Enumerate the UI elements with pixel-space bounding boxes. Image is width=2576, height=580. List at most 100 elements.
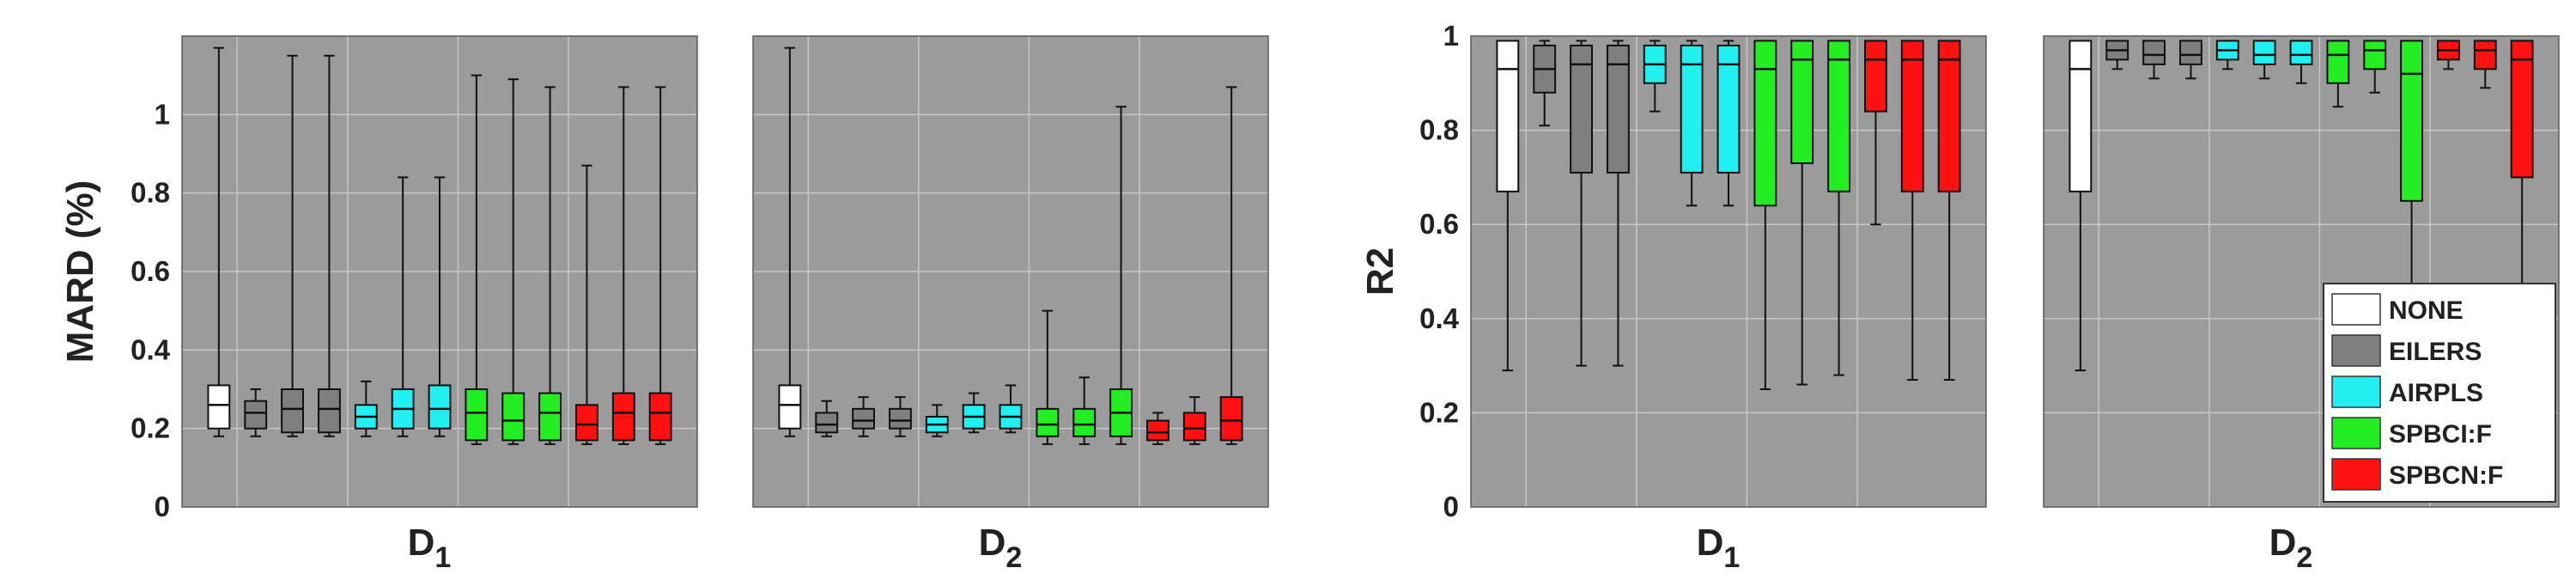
box-eilers — [815, 400, 839, 437]
y-tick-label: 0.4 — [131, 333, 171, 365]
legend-swatch — [2331, 334, 2381, 367]
box-none — [1496, 40, 1520, 372]
box-spbcn-f — [2437, 40, 2460, 70]
legend-swatch — [2331, 293, 2381, 326]
panel-2: D2 — [752, 35, 1269, 574]
box-eilers — [852, 396, 876, 437]
box-eilers — [2105, 40, 2129, 70]
box-airpls — [1716, 40, 1741, 207]
box-spbcn-f — [2510, 40, 2534, 367]
plot-frame — [752, 35, 1269, 508]
y-tick-label: 0.6 — [1419, 208, 1459, 240]
legend: NONE EILERS AIRPLS SPBCI:F SPBCN:F — [2323, 283, 2556, 503]
box-eilers — [1607, 40, 1630, 367]
x-axis-label-main: D — [979, 522, 1006, 564]
legend-item-eilers: EILERS — [2331, 334, 2482, 367]
box-spbci-f — [1790, 40, 1814, 386]
box-spbcn-f — [1146, 412, 1170, 445]
y-tick-label: 0.6 — [131, 255, 170, 287]
box-iqr — [1072, 407, 1097, 437]
plot-frame — [2043, 35, 2560, 508]
box-iqr — [852, 407, 876, 430]
box-spbcn-f — [575, 164, 598, 445]
box-iqr — [611, 392, 635, 442]
box-none — [778, 46, 802, 437]
box-iqr — [575, 404, 598, 442]
box-iqr — [815, 412, 839, 434]
box-eilers — [2179, 40, 2202, 80]
box-iqr — [778, 384, 802, 430]
x-axis-label-subscript: 2 — [2296, 541, 2312, 574]
box-iqr — [1900, 40, 1924, 192]
box-spbcn-f — [1219, 86, 1243, 445]
box-eilers — [281, 54, 304, 437]
box-eilers — [1533, 40, 1557, 127]
box-iqr — [1937, 40, 1961, 192]
box-iqr — [2142, 40, 2166, 65]
box-iqr — [501, 392, 526, 442]
box-iqr — [1607, 44, 1630, 174]
box-spbcn-f — [2473, 40, 2497, 89]
box-iqr — [2326, 40, 2350, 84]
y-tick-label: 0.8 — [131, 177, 170, 209]
legend-label: SPBCI:F — [2389, 420, 2492, 449]
box-spbci-f — [1036, 309, 1060, 445]
box-airpls — [1680, 40, 1704, 207]
box-spbcn-f — [1864, 40, 1887, 226]
y-tick-label: 0 — [1443, 491, 1459, 522]
plot-frame — [181, 35, 698, 508]
box-iqr — [2510, 40, 2534, 179]
box-iqr — [207, 384, 231, 430]
box-spbcn-f — [1937, 40, 1961, 382]
box-iqr — [2400, 40, 2423, 202]
box-spbci-f — [2326, 40, 2350, 108]
legend-item-spbcn-f: SPBCN:F — [2331, 458, 2503, 491]
box-eilers — [2142, 40, 2166, 80]
box-airpls — [925, 404, 949, 437]
box-airpls — [962, 392, 986, 434]
box-iqr — [1182, 412, 1206, 442]
x-axis-label-main: D — [1697, 522, 1724, 564]
box-airpls — [2252, 40, 2276, 80]
x-axis-label: D1 — [408, 522, 452, 574]
box-iqr — [2252, 40, 2276, 65]
y-tick-label: 0.4 — [1419, 302, 1460, 334]
x-axis-label: D1 — [1697, 522, 1741, 574]
box-iqr — [318, 388, 341, 434]
legend-label: SPBCN:F — [2389, 461, 2503, 490]
legend-item-none: NONE — [2331, 293, 2464, 326]
legend-swatch — [2331, 458, 2381, 491]
box-eilers — [244, 388, 268, 437]
box-iqr — [1827, 40, 1850, 192]
box-none — [207, 46, 231, 437]
box-iqr — [465, 388, 489, 442]
box-iqr — [1036, 407, 1060, 437]
y-tick-label: 1 — [155, 98, 170, 130]
box-iqr — [2069, 40, 2093, 192]
x-axis-label: D2 — [979, 522, 1023, 574]
box-iqr — [1219, 396, 1243, 442]
box-airpls — [428, 176, 452, 437]
box-iqr — [648, 392, 672, 442]
y-axis-label: MARD (%) — [59, 180, 101, 363]
box-spbcn-f — [1900, 40, 1924, 382]
legend-label: AIRPLS — [2389, 379, 2483, 407]
box-spbcn-f — [611, 86, 635, 445]
box-eilers — [318, 54, 341, 437]
box-spbci-f — [1827, 40, 1850, 376]
x-axis-label-subscript: 1 — [1723, 541, 1740, 574]
box-iqr — [2363, 40, 2387, 70]
y-tick-label: 0.2 — [131, 412, 170, 444]
box-spbci-f — [1109, 106, 1133, 445]
box-airpls — [354, 380, 378, 437]
box-iqr — [1680, 44, 1704, 174]
box-airpls — [2289, 40, 2313, 84]
legend-label: EILERS — [2389, 338, 2482, 366]
legend-item-spbci-f: SPBCI:F — [2331, 417, 2492, 449]
x-axis-label: D2 — [2269, 522, 2313, 574]
box-none — [2069, 40, 2093, 372]
box-iqr — [1790, 40, 1814, 164]
